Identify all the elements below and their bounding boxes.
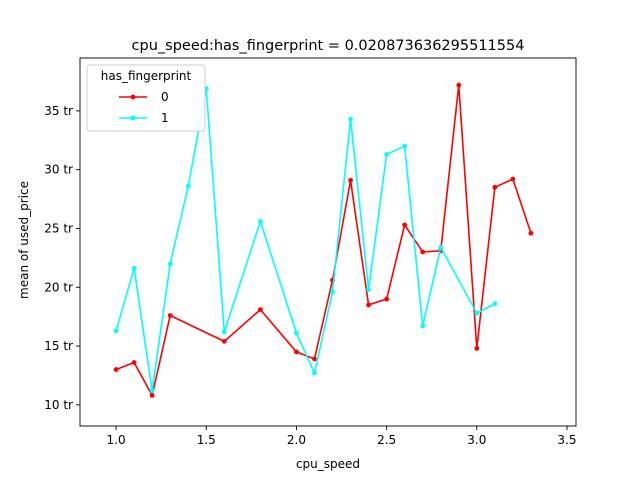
series-0-point: [474, 346, 480, 351]
series-1-point: [420, 323, 426, 329]
x-tick-label: 1.5: [197, 433, 216, 447]
legend-swatch-marker: [130, 94, 136, 100]
series-0-point: [257, 307, 263, 312]
x-tick-label: 2.5: [377, 433, 396, 447]
series-1-point: [384, 152, 390, 157]
x-tick-label: 2.0: [287, 433, 306, 447]
series-1-point: [257, 219, 263, 224]
series-1-point: [366, 287, 371, 293]
series-0-point: [294, 349, 299, 355]
series-1-point: [131, 266, 137, 271]
legend-title: has_fingerprint: [101, 69, 192, 83]
series-0-point: [384, 296, 390, 302]
series-1-point: [492, 301, 498, 307]
series-0-point: [312, 356, 317, 362]
plot-area: [113, 82, 534, 398]
series-1-point: [348, 116, 353, 122]
y-tick-label: 35 tr: [44, 104, 73, 118]
series-0-point: [456, 82, 462, 88]
series-0-point: [149, 393, 155, 398]
legend-box: [86, 64, 206, 132]
series-0-point: [510, 176, 516, 182]
series-0-point: [492, 184, 498, 190]
series-0-point: [528, 230, 534, 236]
axes-frame: [79, 57, 577, 427]
chart-title: cpu_speed:has_fingerprint = 0.0208736362…: [132, 38, 525, 54]
series-0-point: [221, 338, 227, 344]
series-0-line: [115, 84, 532, 397]
x-tick-label: 3.0: [467, 433, 486, 447]
legend-entry-label: 1: [161, 111, 169, 125]
series-1-point: [402, 143, 408, 149]
series-1-point: [221, 329, 227, 335]
y-axis-label: mean of used_price: [17, 181, 31, 299]
x-axis-label: cpu_speed: [296, 457, 360, 471]
series-1-point: [474, 310, 480, 316]
legend-entry-label: 0: [161, 90, 169, 104]
series-1-point: [167, 261, 173, 267]
y-tick-label: 30 tr: [44, 163, 73, 177]
series-0-point: [113, 367, 119, 372]
series-1-point: [312, 370, 317, 376]
y-tick-label: 15 tr: [44, 339, 73, 353]
series-1-point: [438, 244, 444, 250]
series-0-point: [402, 222, 408, 228]
series-1-point: [113, 328, 119, 334]
series-0-point: [348, 177, 353, 183]
y-tick-label: 10 tr: [44, 398, 73, 412]
series-1-point: [149, 388, 155, 394]
y-tick-label: 25 tr: [44, 221, 73, 235]
legend: has_fingerprint 0 1: [86, 64, 206, 132]
y-tick-label: 20 tr: [44, 280, 73, 294]
axes: 1.0 1.5 2.0 2.5 3.0 3.5 10 tr 15 tr 20 tr 25 tr 30…: [44, 57, 577, 447]
series-0-point: [366, 302, 371, 308]
x-tick-label: 1.0: [107, 433, 126, 447]
series-1-point: [294, 330, 299, 336]
series-1-point: [185, 183, 191, 189]
legend-swatch-marker: [130, 115, 136, 121]
series-0-point: [167, 313, 173, 318]
series-1-point: [330, 289, 335, 295]
series-0-point: [131, 360, 137, 365]
x-tick-label: 3.5: [557, 433, 576, 447]
series-0-point: [420, 249, 426, 255]
